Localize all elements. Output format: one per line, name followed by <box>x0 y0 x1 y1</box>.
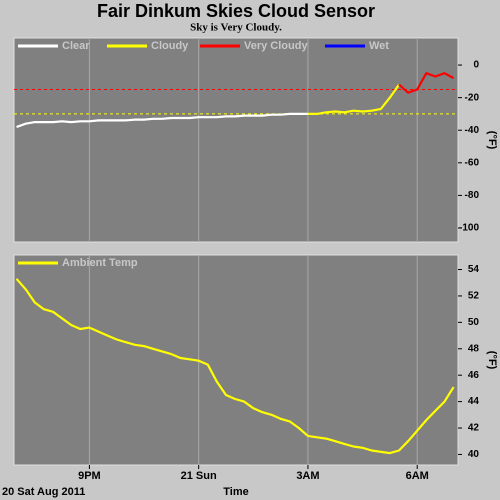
y-tick-label: -100 <box>459 223 479 234</box>
y-tick-label: -40 <box>465 125 480 136</box>
plot-area <box>13 37 459 243</box>
y-tick-label: 0 <box>473 60 479 71</box>
x-tick-label: 21 Sun <box>181 470 217 482</box>
y-tick-label: 40 <box>468 449 480 460</box>
chart-title: Fair Dinkum Skies Cloud Sensor <box>97 1 375 21</box>
y-tick-label: 54 <box>468 264 480 275</box>
series-line <box>307 83 400 115</box>
legend-label: Very Cloudy <box>244 40 308 52</box>
y-axis-label: (°F) <box>486 131 498 150</box>
series-line <box>16 112 308 129</box>
x-tick-label: 3AM <box>296 470 319 482</box>
y-tick-label: -20 <box>465 92 480 103</box>
chart-subtitle: Sky is Very Cloudy. <box>190 22 282 34</box>
series-line <box>398 72 455 94</box>
legend-label: Cloudy <box>151 40 189 52</box>
x-axis-label: Time <box>223 486 248 498</box>
x-tick-label: 9PM <box>78 470 101 482</box>
y-tick-label: 50 <box>468 317 480 328</box>
legend-label: Ambient Temp <box>62 257 138 269</box>
series-line <box>15 278 455 455</box>
y-tick-label: 46 <box>468 370 480 381</box>
y-axis-label: (°F) <box>486 351 498 370</box>
y-tick-label: 44 <box>468 396 480 407</box>
y-tick-label: -80 <box>465 190 480 201</box>
y-tick-label: 42 <box>468 423 480 434</box>
y-tick-label: -60 <box>465 157 480 168</box>
legend-label: Clear <box>62 40 90 52</box>
plot-area <box>13 254 459 466</box>
y-tick-label: 48 <box>468 343 480 354</box>
x-tick-label: 6AM <box>406 470 429 482</box>
date-label: 20 Sat Aug 2011 <box>2 486 85 498</box>
y-tick-label: 52 <box>468 291 480 302</box>
legend-label: Wet <box>369 40 389 52</box>
